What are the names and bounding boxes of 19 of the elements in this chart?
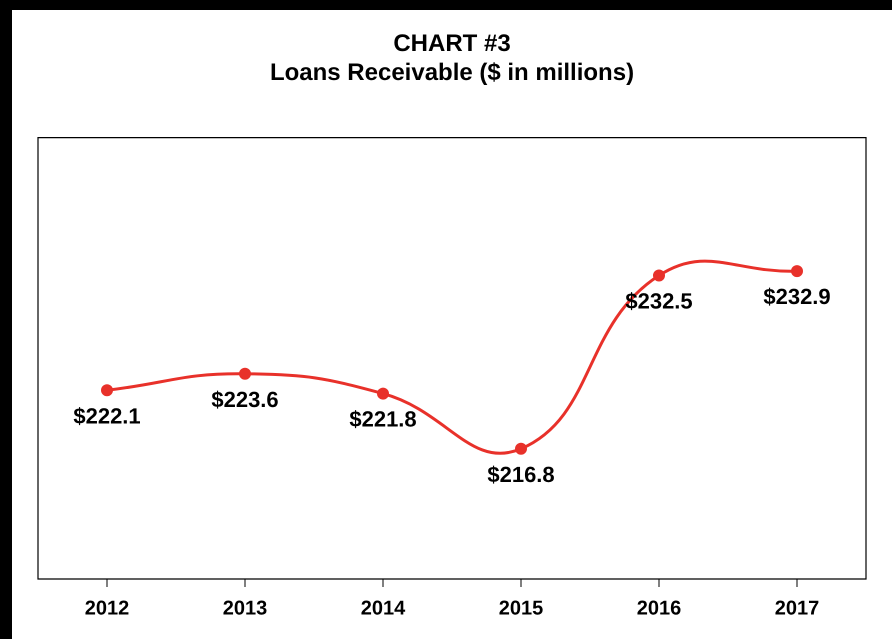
x-tick-label: 2012 xyxy=(84,598,130,620)
point xyxy=(239,368,251,380)
x-tick-label: 2016 xyxy=(636,598,682,620)
point xyxy=(377,388,389,400)
x-tick-label: 2017 xyxy=(774,598,820,620)
data-label: $222.1 xyxy=(73,403,141,428)
point xyxy=(515,442,527,455)
x-tick-label: 2014 xyxy=(360,598,406,620)
chart-subtitle: Loans Receivable ($ in millions) xyxy=(270,58,634,86)
x-tick-label: 2015 xyxy=(498,598,544,620)
point xyxy=(653,270,665,282)
point xyxy=(101,384,113,396)
data-label: $221.8 xyxy=(349,406,417,432)
data-label: $223.6 xyxy=(211,386,279,412)
point xyxy=(791,265,803,278)
x-tick-label: 2013 xyxy=(222,598,268,620)
data-label: $232.9 xyxy=(763,284,831,310)
data-label: $216.8 xyxy=(487,462,555,487)
chart-title: CHART #3 xyxy=(393,30,511,58)
